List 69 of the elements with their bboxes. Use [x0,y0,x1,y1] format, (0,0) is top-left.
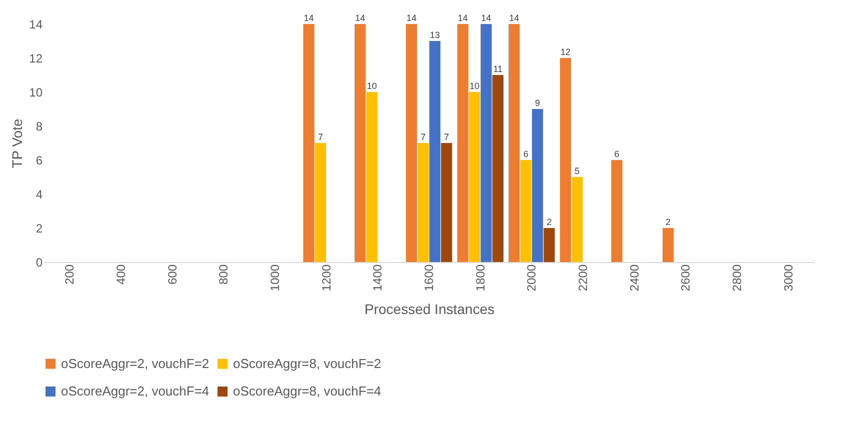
data-label: 2 [546,217,552,227]
data-label: 5 [574,166,580,176]
legend-label: oScoreAggr=8, vouchF=2 [233,356,382,371]
data-label: 7 [318,132,323,142]
data-label: 7 [420,132,426,142]
data-label: 10 [366,81,377,91]
bar [303,24,314,262]
bar [314,143,326,262]
bar [480,24,492,262]
y-tick-label: 8 [36,120,43,134]
bar [429,41,440,262]
bar [544,228,555,262]
x-tick-label: 2000 [524,264,539,292]
x-tick-label: 2400 [627,264,642,292]
x-tick-label: 1400 [370,264,385,292]
y-tick-label: 2 [36,222,43,236]
data-label: 9 [535,98,540,108]
y-tick-label: 6 [36,154,43,168]
x-tick-label: 1600 [422,264,436,292]
bar [520,160,532,262]
x-tick-label: 3000 [781,264,796,292]
data-label: 13 [430,30,440,40]
x-tick-label: 1000 [268,264,282,292]
x-tick-label: 2800 [730,264,744,292]
bar [662,228,674,262]
x-tick-label: 2200 [576,264,590,292]
data-label: 10 [469,81,480,91]
legend-label: oScoreAggr=2, vouchF=2 [61,356,210,371]
x-tick-label: 800 [216,264,231,285]
bar [366,92,378,262]
bar [457,24,468,262]
data-label: 12 [560,47,570,57]
data-label: 11 [493,64,503,74]
x-axis-title: Processed Instances [364,301,494,318]
y-tick-label: 4 [36,188,43,202]
bar [572,177,583,262]
data-label: 14 [304,13,314,23]
legend-label: oScoreAggr=2, vouchF=4 [61,384,210,398]
bar [354,24,366,262]
bar [492,75,504,262]
data-label: 14 [481,13,492,23]
data-label: 7 [444,132,450,142]
bar [406,24,418,262]
data-label: 2 [666,217,671,227]
y-axis-title: TP Vote [9,118,26,168]
bar [532,109,544,262]
bar [440,143,452,262]
bar [560,58,572,262]
data-label: 6 [523,149,528,159]
bar [468,92,480,262]
data-label: 14 [406,13,416,23]
bar [418,143,429,262]
x-tick-label: 200 [62,264,77,285]
legend-label: oScoreAggr=8, vouchF=4 [233,384,382,398]
x-tick-label: 1800 [473,264,488,292]
data-label: 6 [614,149,620,159]
bar [611,160,622,262]
y-tick-label: 14 [29,18,43,32]
x-tick-label: 400 [114,264,128,285]
y-tick-label: 12 [29,52,43,66]
y-tick-label: 0 [36,256,43,270]
y-tick-label: 10 [29,86,43,100]
data-label: 14 [355,13,366,23]
x-tick-label: 2600 [678,264,693,292]
x-tick-label: 1200 [319,264,334,292]
x-tick-label: 600 [165,264,180,285]
bar [508,24,520,262]
data-label: 14 [509,13,520,23]
data-label: 14 [458,13,468,23]
